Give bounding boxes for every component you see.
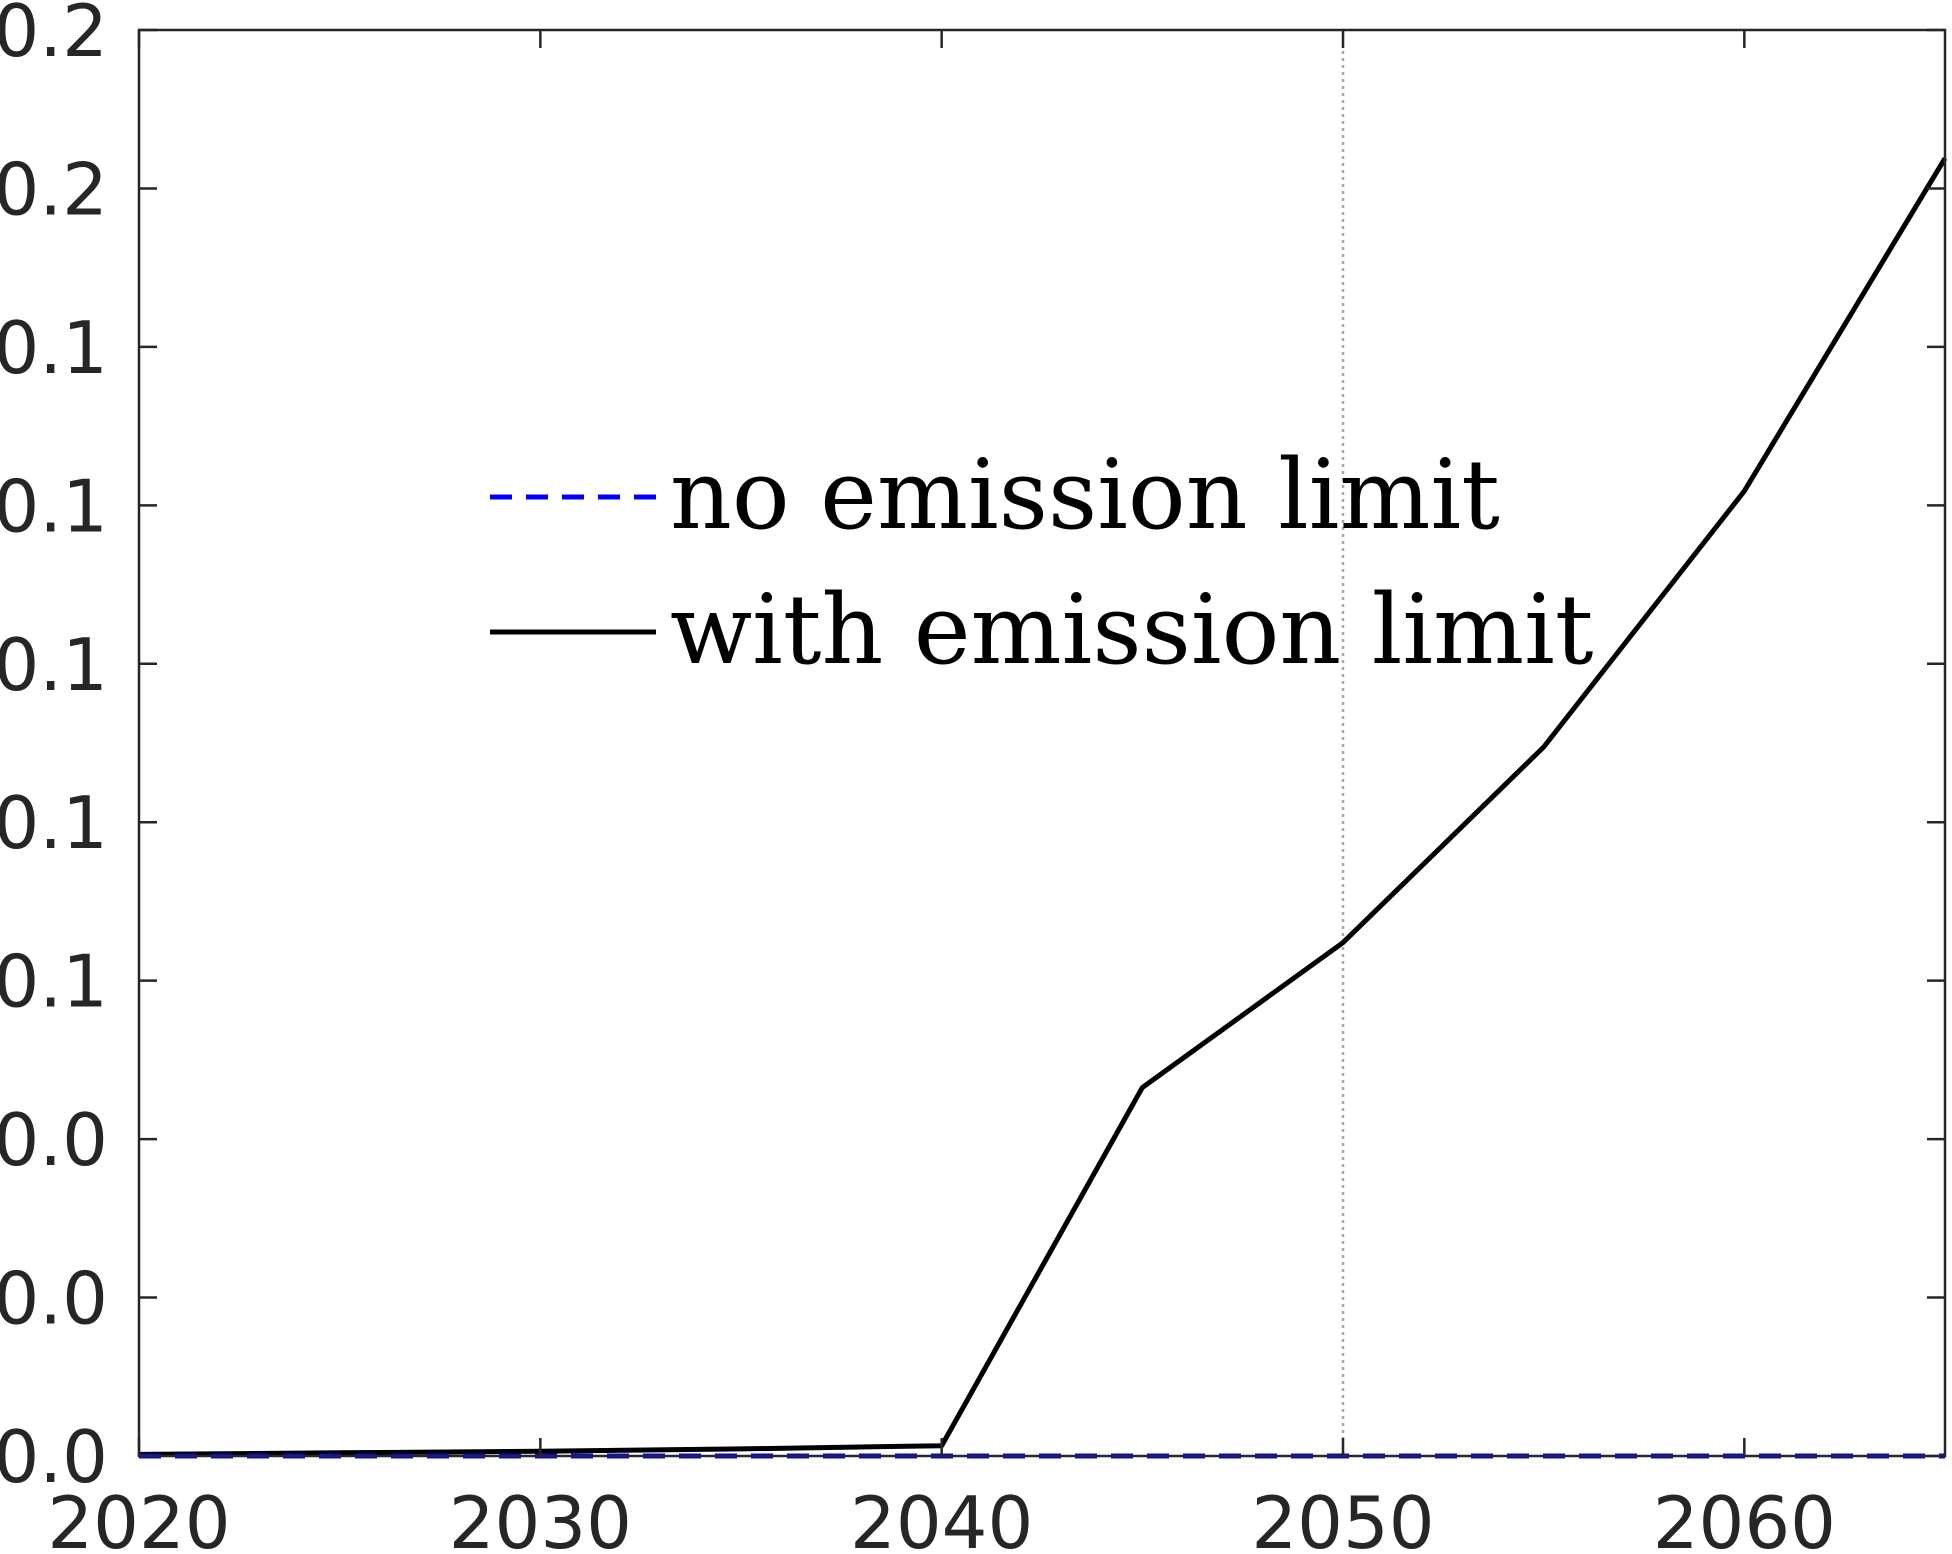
x-tick-label: 2040	[850, 1481, 1033, 1554]
x-tick-label: 2060	[1653, 1481, 1836, 1554]
y-tick-label: 0.1	[0, 940, 108, 1024]
x-tick-label: 2020	[47, 1481, 230, 1554]
plot-area-frame	[137, 28, 1947, 1458]
y-tick-label: 0.2	[0, 147, 108, 231]
y-tick-label: 0.0	[0, 1098, 108, 1182]
series-line-with-emission-limit	[138, 157, 1948, 1457]
y-tick-label: 0.1	[0, 306, 108, 390]
tick-layer	[137, 28, 1945, 1458]
x-tick-label: 2050	[1251, 1481, 1434, 1554]
y-tick-label: 0.2	[0, 0, 108, 73]
y-tick-label: 0.1	[0, 464, 108, 548]
series-layer	[138, 157, 1948, 1459]
y-tick-label: 0.1	[0, 623, 108, 707]
y-tick-label: 0.0	[0, 1415, 108, 1499]
legend: no emission limit with emission limit	[490, 439, 1593, 686]
legend-label-no-emission-limit: no emission limit	[670, 439, 1500, 551]
x-axis-tick-labels: 2020 2030 2040 2050 2060	[47, 1481, 1836, 1554]
legend-label-with-emission-limit: with emission limit	[670, 574, 1593, 686]
x-tick-label: 2030	[449, 1481, 632, 1554]
y-tick-label: 0.0	[0, 1257, 108, 1341]
y-tick-label: 0.1	[0, 781, 108, 865]
y-axis-tick-labels: 0.0 0.0 0.0 0.1 0.1 0.1 0.1 0.1 0.2 0.2	[0, 0, 108, 1499]
